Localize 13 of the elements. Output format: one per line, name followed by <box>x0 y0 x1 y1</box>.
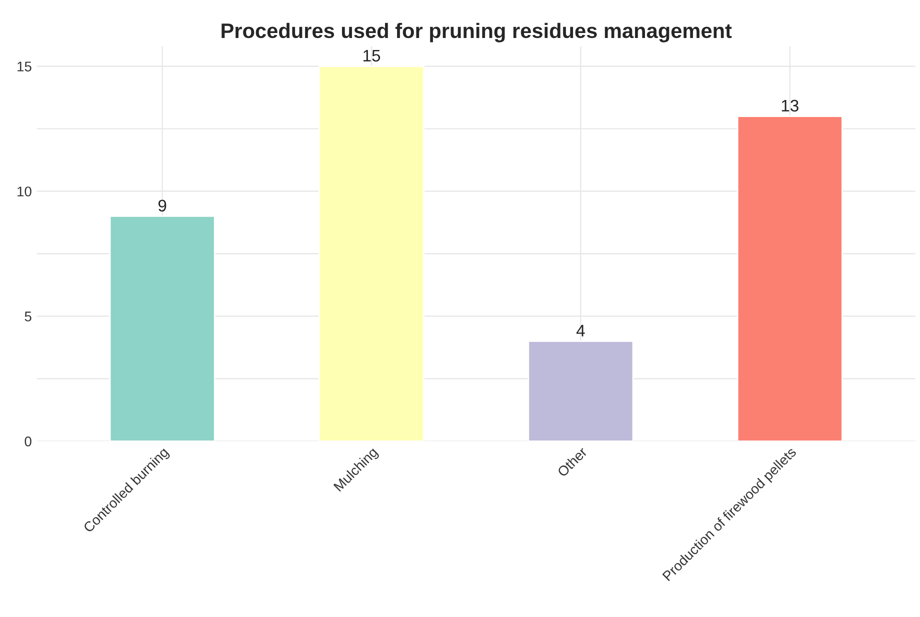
y-tick-label: 0 <box>24 436 32 446</box>
y-tick-label: 5 <box>24 312 32 322</box>
bar <box>528 340 634 442</box>
data-label: 15 <box>364 50 380 62</box>
y-tick-label: 15 <box>18 62 32 72</box>
data-label: 4 <box>576 324 585 336</box>
data-label: 13 <box>782 100 798 112</box>
bar <box>736 116 843 442</box>
bar <box>109 216 216 442</box>
bar <box>318 66 424 442</box>
data-label: 9 <box>158 200 166 212</box>
chart-title: Procedures used for pruning residues management <box>222 22 732 42</box>
y-tick-label: 10 <box>18 186 32 196</box>
